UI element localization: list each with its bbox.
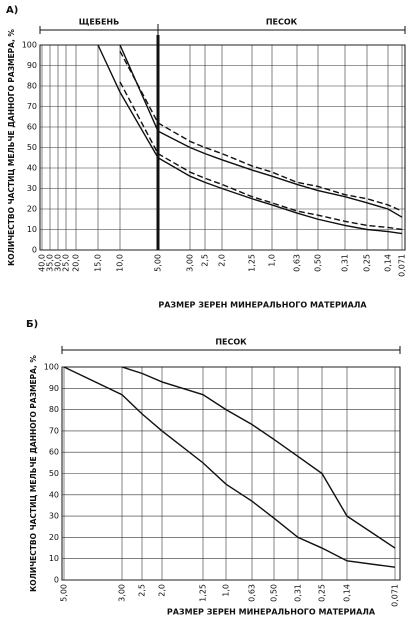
x-tick-label: 0,071 — [398, 254, 407, 277]
y-tick-label: 30 — [27, 184, 37, 193]
y-tick-label: 80 — [27, 82, 37, 91]
x-tick-label: 0,63 — [248, 584, 257, 602]
data-line — [63, 366, 396, 568]
y-tick-label: 100 — [44, 363, 59, 372]
y-tick-label: 0 — [54, 576, 59, 585]
x-tick-label: 30,0 — [54, 254, 63, 272]
zone-label: ПЕСОК — [266, 18, 298, 27]
x-tick-label: 3,00 — [118, 584, 127, 602]
y-tick-label: 100 — [22, 41, 37, 50]
y-tick-label: 80 — [49, 405, 59, 414]
y-tick-label: 60 — [49, 448, 59, 457]
x-tick-label: 0,14 — [384, 254, 393, 272]
y-tick-label: 0 — [32, 246, 37, 255]
data-line — [119, 81, 403, 231]
x-tick-label: 0,31 — [294, 584, 303, 602]
y-tick-label: 20 — [49, 533, 59, 542]
y-axis-label: КОЛИЧЕСТВО ЧАСТИЦ МЕЛЬЧЕ ДАННОГО РАЗМЕРА… — [29, 355, 38, 592]
y-tick-label: 50 — [49, 469, 59, 478]
x-axis-label: РАЗМЕР ЗЕРЕН МИНЕРАЛЬНОГО МАТЕРИАЛА — [158, 301, 367, 310]
y-tick-label: 70 — [49, 426, 59, 435]
x-tick-label: 3,00 — [186, 254, 195, 272]
panel-label: А) — [6, 5, 18, 16]
zone-label: ЩЕБЕНЬ — [79, 18, 119, 27]
x-tick-label: 25,0 — [62, 254, 71, 272]
y-tick-label: 70 — [27, 102, 37, 111]
x-tick-label: 2,0 — [218, 254, 227, 267]
x-tick-label: 0,50 — [270, 584, 279, 602]
data-line — [121, 366, 396, 549]
data-line — [119, 44, 403, 218]
panel-label: Б) — [26, 319, 38, 330]
y-tick-label: 50 — [27, 143, 37, 152]
x-tick-label: 0,25 — [363, 254, 372, 272]
x-tick-label: 10,0 — [116, 254, 125, 272]
y-tick-label: 10 — [49, 554, 59, 563]
y-tick-label: 30 — [49, 512, 59, 521]
x-tick-label: 5,00 — [154, 254, 163, 272]
x-tick-label: 35,0 — [46, 254, 55, 272]
x-tick-label: 15,0 — [94, 254, 103, 272]
x-tick-label: 40,0 — [38, 254, 47, 272]
zone-label: ПЕСОК — [215, 338, 247, 347]
x-tick-label: 0,071 — [391, 584, 400, 607]
x-tick-label: 0,14 — [343, 584, 352, 602]
data-line — [119, 50, 403, 212]
x-tick-label: 20,0 — [72, 254, 81, 272]
x-tick-label: 0,25 — [318, 584, 327, 602]
x-tick-label: 1,0 — [268, 254, 277, 267]
y-axis-label: КОЛИЧЕСТВО ЧАСТИЦ МЕЛЬЧЕ ДАННОГО РАЗМЕРА… — [7, 29, 16, 266]
x-tick-label: 1,25 — [199, 584, 208, 602]
x-tick-label: 0,50 — [314, 254, 323, 272]
y-tick-label: 20 — [27, 205, 37, 214]
y-tick-label: 40 — [49, 490, 59, 499]
x-tick-label: 2,5 — [138, 584, 147, 597]
x-tick-label: 0,63 — [293, 254, 302, 272]
y-tick-label: 90 — [49, 384, 59, 393]
y-tick-label: 90 — [27, 61, 37, 70]
x-tick-label: 5,00 — [60, 584, 69, 602]
data-line — [97, 44, 403, 235]
y-tick-label: 60 — [27, 123, 37, 132]
x-tick-label: 2,0 — [158, 584, 167, 597]
x-tick-label: 2,5 — [201, 254, 210, 267]
y-tick-label: 10 — [27, 225, 37, 234]
x-axis-label: РАЗМЕР ЗЕРЕН МИНЕРАЛЬНОГО МАТЕРИАЛА — [167, 608, 376, 617]
x-tick-label: 1,25 — [248, 254, 257, 272]
y-tick-label: 40 — [27, 164, 37, 173]
x-tick-label: 1,0 — [222, 584, 231, 597]
x-tick-label: 0,31 — [341, 254, 350, 272]
